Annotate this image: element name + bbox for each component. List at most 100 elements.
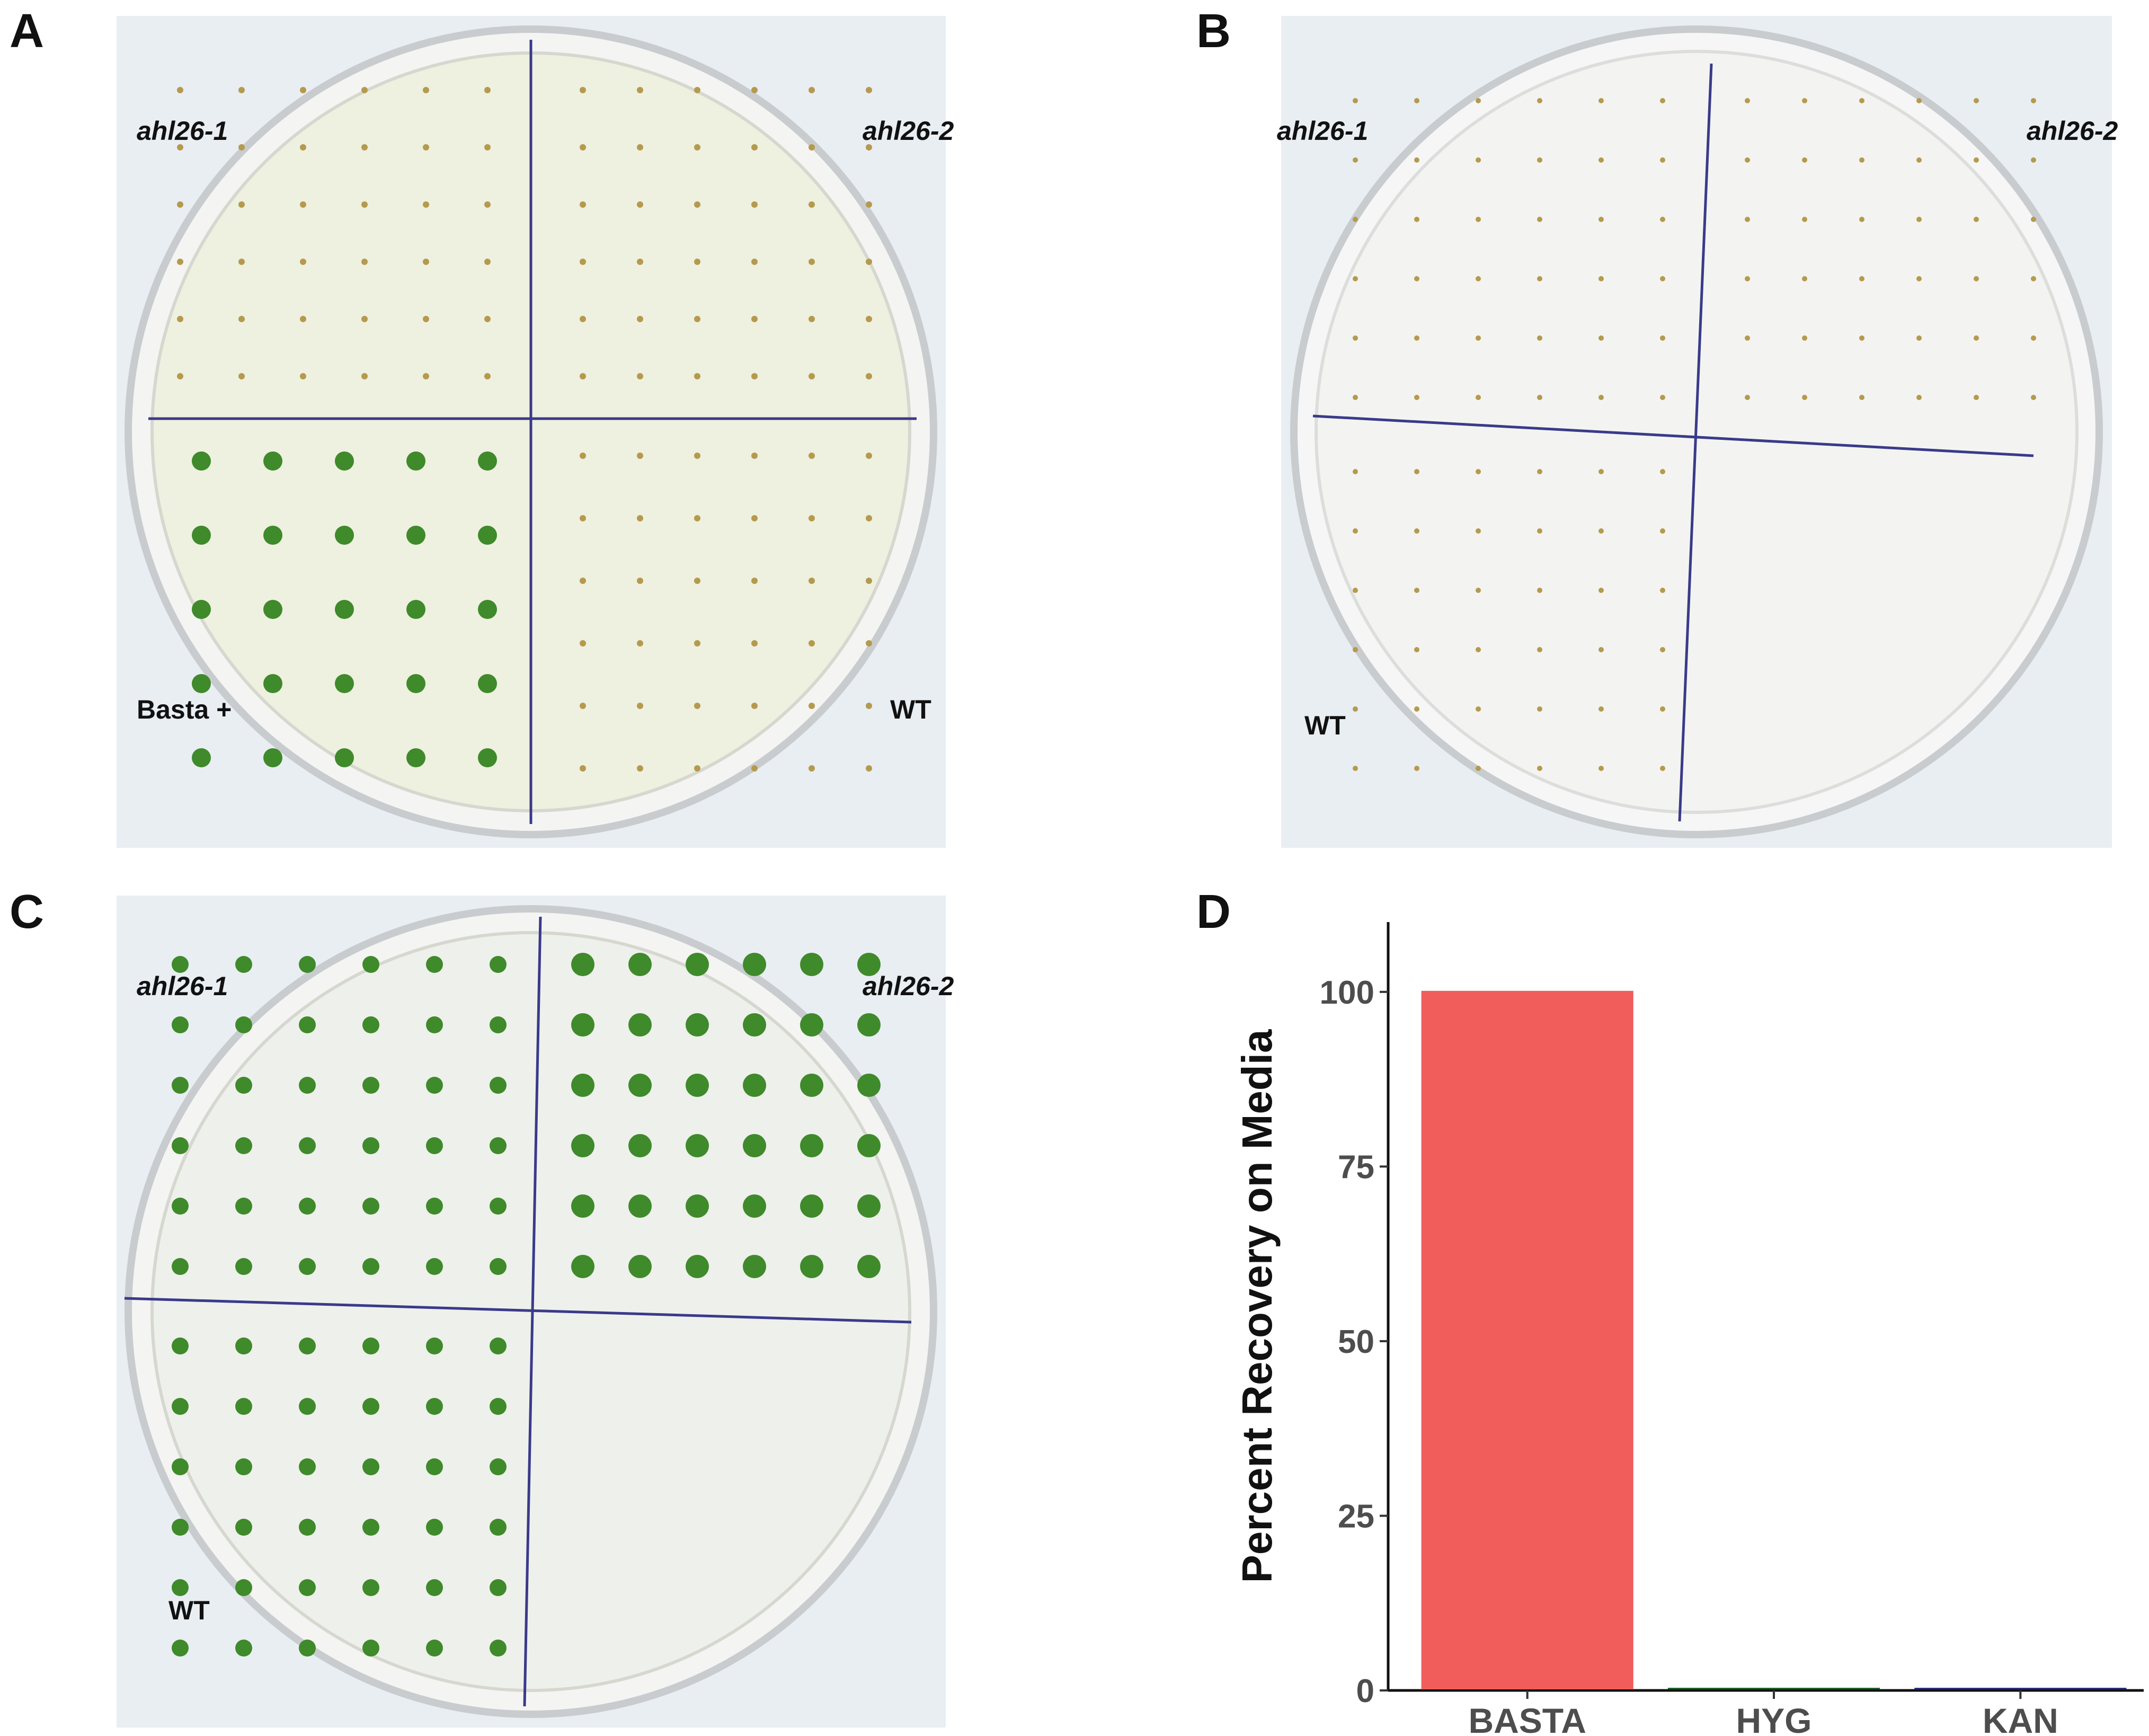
seedling	[637, 87, 643, 93]
seedling	[177, 259, 183, 265]
seedling	[172, 1398, 189, 1415]
seedling	[694, 640, 700, 646]
seedling	[1599, 276, 1604, 281]
seedling	[426, 1640, 443, 1657]
seedling	[866, 316, 872, 322]
seedling	[1745, 335, 1750, 341]
seedling	[1859, 395, 1864, 400]
seedling	[1414, 98, 1419, 103]
seedling	[571, 1134, 594, 1157]
seedling	[335, 451, 354, 471]
label-a-ahl26-2: ahl26-2	[863, 116, 954, 146]
seedling	[809, 316, 815, 322]
seedling	[362, 1016, 379, 1033]
seedling	[800, 1255, 823, 1278]
seedling	[299, 1458, 316, 1475]
seedling	[1537, 157, 1542, 163]
seedling	[423, 316, 429, 322]
bar-hyg	[1667, 1688, 1880, 1689]
seedling	[571, 1013, 594, 1037]
seedling	[192, 600, 211, 619]
seedling	[1599, 706, 1604, 712]
seedling	[751, 578, 758, 584]
seedling	[490, 1398, 507, 1415]
seedling	[484, 87, 491, 93]
seedling	[1745, 395, 1750, 400]
seedling	[1660, 588, 1665, 593]
seedling	[362, 1338, 379, 1354]
label-b-ahl26-1: ahl26-1	[1277, 116, 1369, 146]
seedling	[2031, 157, 2036, 163]
seedling	[238, 316, 245, 322]
seedling	[478, 748, 497, 767]
seedling	[694, 373, 700, 379]
seedling	[172, 1579, 189, 1596]
seedling	[299, 1198, 316, 1215]
seedling	[172, 1198, 189, 1215]
seedling	[490, 1077, 507, 1094]
seedling	[809, 703, 815, 709]
seedling	[172, 1519, 189, 1536]
bar-chart-d: 0 25 50 75 100 Percent Recovery on Media BASTA…	[1233, 922, 2144, 1736]
seedling	[1599, 647, 1604, 652]
seedlings-c	[172, 953, 881, 1657]
seedling	[571, 1194, 594, 1218]
seedling	[800, 1134, 823, 1157]
seedling	[686, 1074, 709, 1097]
seedling	[571, 1255, 594, 1278]
seedling	[426, 1519, 443, 1536]
seedling	[300, 316, 306, 322]
label-a-basta: Basta +	[137, 695, 232, 724]
seedling	[172, 1077, 189, 1094]
seedling	[362, 956, 379, 973]
seedling	[299, 1640, 316, 1657]
seedling	[1802, 395, 1807, 400]
seedling	[299, 1077, 316, 1094]
seedling	[1476, 217, 1481, 222]
seedling	[1745, 217, 1750, 222]
seedling	[300, 373, 306, 379]
y-tick-label: 0	[1356, 1673, 1374, 1710]
seedling	[490, 956, 507, 973]
seedling	[1660, 276, 1665, 281]
seedling	[809, 453, 815, 459]
seedling	[263, 748, 282, 767]
seedling	[335, 674, 354, 693]
seedling	[866, 144, 872, 150]
plate-photo-a	[117, 16, 946, 848]
y-axis-title: Percent Recovery on Media	[1233, 1029, 1281, 1583]
seedling	[637, 201, 643, 208]
panel-letter-d: D	[1196, 885, 1231, 938]
seedling	[1599, 528, 1604, 534]
seedling	[580, 640, 586, 646]
seedling	[1660, 706, 1665, 712]
seedling	[1974, 217, 1979, 222]
x-tick-label: HYG	[1736, 1701, 1811, 1736]
seedling	[809, 373, 815, 379]
seedling	[423, 144, 429, 150]
seedling	[1537, 647, 1542, 652]
seedling	[300, 259, 306, 265]
seedling	[406, 451, 425, 471]
seedling	[1859, 217, 1864, 222]
seedling	[1745, 98, 1750, 103]
seedling	[406, 674, 425, 693]
seedling	[192, 526, 211, 545]
seedling	[362, 1077, 379, 1094]
seedling	[1353, 217, 1358, 222]
seedling	[571, 953, 594, 976]
seedling	[362, 1398, 379, 1415]
seedling	[866, 201, 872, 208]
seedling	[580, 316, 586, 322]
label-c-ahl26-1: ahl26-1	[137, 971, 228, 1001]
seedling	[751, 373, 758, 379]
seedling	[580, 515, 586, 521]
seedling	[637, 373, 643, 379]
seedling	[1660, 98, 1665, 103]
seedling	[857, 1013, 881, 1037]
seedling	[1353, 588, 1358, 593]
seedling	[484, 316, 491, 322]
seedling	[1476, 469, 1481, 474]
seedling	[1353, 395, 1358, 400]
seedling	[637, 144, 643, 150]
